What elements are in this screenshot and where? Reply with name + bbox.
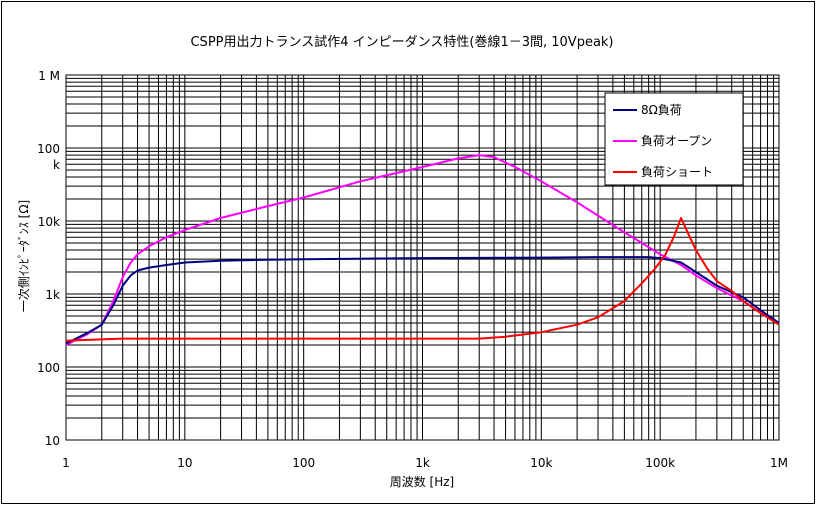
y-tick-label: 100 [37, 361, 60, 375]
x-tick-label: 1M [770, 456, 788, 470]
x-tick-label: 100k [645, 456, 675, 470]
y-tick-label: 100 [37, 142, 60, 156]
x-tick-label: 10k [530, 456, 552, 470]
y-axis-label: 一次側ｲﾝﾋﾟｰﾀﾞﾝｽ [Ω] [17, 200, 31, 312]
x-axis-ticks: 1 10 100 1k 10k 100k 1M [62, 456, 788, 470]
series-layer [65, 154, 780, 346]
legend-box [604, 92, 744, 186]
x-axis-label: 周波数 [Hz] [390, 474, 455, 489]
y-tick-label: 1k [45, 288, 60, 302]
series-line [65, 256, 780, 345]
x-tick-label: 1k [415, 456, 430, 470]
legend-label: 8Ω負荷 [641, 103, 682, 117]
x-tick-label: 1 [62, 456, 70, 470]
x-tick-label: 10 [177, 456, 192, 470]
y-axis-ticks: 10 100 1k 10k 100 k 1 M [37, 69, 60, 448]
y-tick-label: k [53, 158, 60, 172]
plot-area [65, 74, 780, 441]
y-tick-label: 10 [45, 434, 60, 448]
y-tick-label: 1 M [38, 69, 60, 83]
series-line [65, 217, 780, 342]
legend-label: 負荷ショート [641, 165, 713, 179]
chart-title: CSPP用出力トランス試作4 インピーダンス特性(巻線1－3間, 10Vpeak… [190, 34, 613, 50]
legend-label: 負荷オープン [641, 134, 712, 148]
y-tick-label: 10k [38, 215, 60, 229]
series-line [65, 154, 780, 346]
x-tick-label: 100 [292, 456, 315, 470]
